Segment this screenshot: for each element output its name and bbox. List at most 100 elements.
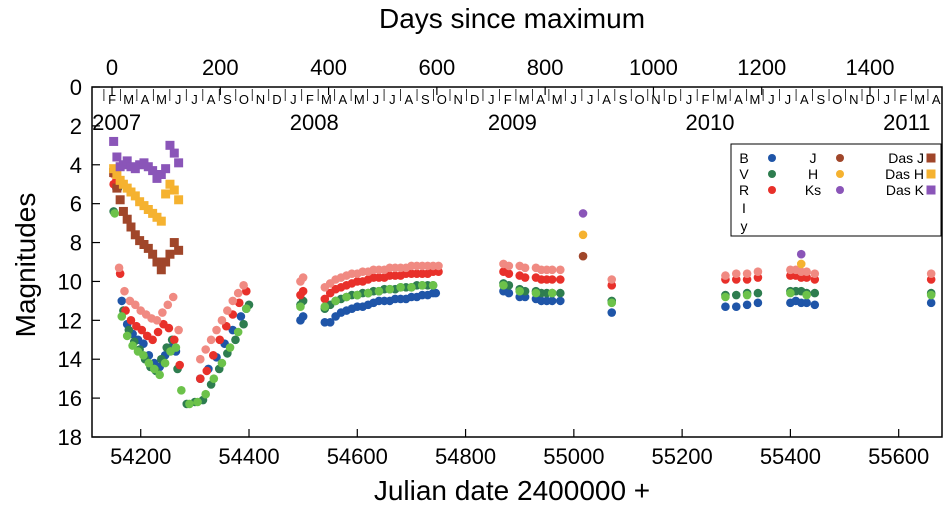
x-tick-label: 54800: [435, 444, 496, 469]
data-point: [753, 288, 763, 298]
data-point: [385, 284, 395, 294]
data-point: [234, 298, 244, 308]
month-letter: O: [832, 92, 842, 107]
y-axis-title: Magnitudes: [10, 193, 41, 338]
data-point: [117, 312, 127, 321]
data-point: [169, 185, 179, 195]
data-point: [122, 214, 132, 224]
data-point: [810, 300, 820, 310]
data-point: [165, 140, 175, 150]
data-point: [156, 216, 166, 226]
data-point: [753, 267, 763, 277]
data-point: [753, 298, 763, 308]
month-letter: J: [373, 92, 380, 107]
data-point: [161, 257, 171, 267]
data-point: [202, 366, 212, 376]
month-letter: N: [849, 92, 858, 107]
month-letter: J: [768, 92, 775, 107]
data-point: [431, 288, 441, 298]
data-point: [721, 302, 730, 312]
month-letter: M: [354, 92, 365, 107]
legend-marker: [926, 153, 936, 163]
month-letter: F: [108, 92, 116, 107]
data-point: [109, 136, 119, 146]
data-point: [742, 290, 752, 300]
month-letter: S: [816, 92, 825, 107]
legend-label: R: [739, 182, 749, 198]
year-label: 2009: [488, 110, 537, 135]
data-point: [578, 251, 588, 261]
month-letter: J: [883, 92, 890, 107]
data-point: [223, 306, 232, 315]
data-point: [112, 152, 122, 162]
month-letter: F: [701, 92, 709, 107]
plot-area: [109, 136, 936, 409]
legend-label: J: [810, 150, 817, 166]
data-point: [926, 290, 936, 300]
x-tick-label: 54400: [218, 444, 279, 469]
data-point: [122, 156, 132, 166]
data-point: [143, 243, 153, 253]
month-letter: M: [552, 92, 563, 107]
month-letter: A: [339, 92, 348, 107]
data-point: [556, 288, 565, 298]
data-point: [126, 222, 136, 232]
data-point: [607, 308, 617, 317]
month-letter: S: [223, 92, 232, 107]
data-point: [241, 304, 251, 313]
data-point: [547, 288, 557, 298]
top-tick-label: 600: [419, 55, 456, 80]
y-tick-label: 10: [58, 269, 82, 294]
data-point: [578, 209, 588, 218]
data-point: [531, 288, 541, 298]
top-tick-label: 1400: [846, 55, 895, 80]
month-letter: S: [421, 92, 430, 107]
month-letter: A: [932, 92, 941, 107]
data-point: [171, 343, 181, 352]
data-point: [139, 351, 148, 360]
legend-label: Das J: [888, 150, 924, 166]
legend-marker: [768, 154, 776, 162]
x-tick-label: 55400: [760, 444, 821, 469]
data-point: [731, 302, 741, 312]
legend-label: H: [808, 166, 818, 182]
data-point: [137, 325, 147, 335]
data-point: [177, 386, 186, 395]
legend-marker: [768, 186, 776, 194]
data-point: [144, 358, 154, 368]
data-point: [225, 343, 235, 352]
data-point: [156, 265, 166, 275]
data-point: [231, 335, 240, 345]
data-point: [796, 259, 806, 269]
data-point: [342, 292, 351, 302]
data-point: [396, 282, 405, 292]
y-tick-label: 2: [70, 114, 82, 139]
data-point: [158, 308, 167, 317]
month-letter: O: [437, 92, 447, 107]
data-point: [236, 312, 246, 321]
month-letter: F: [504, 92, 512, 107]
month-letter: N: [454, 92, 463, 107]
data-point: [325, 317, 335, 327]
data-point: [118, 206, 128, 216]
month-letter: O: [239, 92, 249, 107]
y-tick-label: 8: [70, 231, 82, 256]
month-letter: M: [749, 92, 760, 107]
data-point: [130, 191, 140, 201]
data-point: [434, 261, 443, 271]
data-point: [374, 286, 384, 296]
series-j: [578, 251, 588, 261]
data-point: [331, 296, 340, 306]
legend-label: V: [739, 166, 749, 182]
data-point: [296, 302, 305, 312]
data-point: [796, 249, 806, 259]
data-point: [169, 335, 179, 345]
data-point: [547, 296, 557, 306]
series-ks: [578, 209, 806, 259]
data-point: [428, 281, 438, 290]
data-point: [130, 230, 140, 240]
data-point: [215, 335, 225, 345]
month-letter: J: [175, 92, 182, 107]
data-point: [168, 292, 178, 302]
x-tick-label: 55600: [868, 444, 929, 469]
